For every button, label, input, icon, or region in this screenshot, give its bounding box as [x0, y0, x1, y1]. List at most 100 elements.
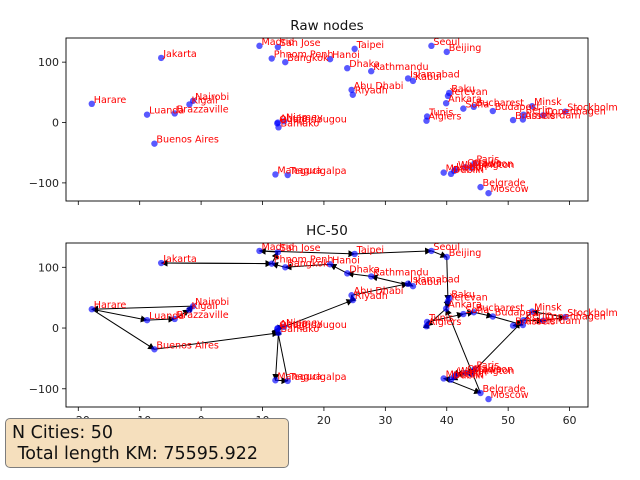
chart-title: HC-50: [306, 223, 348, 239]
city-point: [88, 100, 95, 108]
city-label: Budapest: [495, 307, 541, 318]
city-point: [282, 264, 289, 271]
city-label: Dublin: [453, 165, 484, 176]
city-label: Nairobi: [195, 92, 229, 103]
route-segment: [531, 309, 566, 318]
city-point: [443, 253, 450, 261]
city-point: [470, 103, 477, 111]
city-label: Baku: [451, 289, 475, 300]
city-point: [186, 306, 193, 314]
city-point: [440, 375, 447, 382]
city-point: [489, 107, 497, 115]
city-label: Tunis: [428, 107, 453, 118]
route-segment: [354, 247, 433, 255]
city-label: Ouagadougou: [279, 114, 347, 125]
city-label: Bucharest: [476, 98, 525, 109]
city-point: [468, 164, 475, 171]
city-label: Dhaka: [349, 264, 380, 275]
route-segment: [445, 307, 481, 394]
city-point: [444, 92, 452, 100]
city-label: Niamey: [286, 112, 323, 123]
city-label: Ouagadougou: [279, 320, 347, 331]
route-segment: [444, 256, 452, 303]
city-label: San Jose: [280, 38, 321, 49]
route-segment: [523, 317, 544, 325]
city-label: Algiers: [428, 317, 461, 328]
city-point: [151, 140, 158, 147]
city-label: Islamabad: [410, 275, 460, 286]
city-point: [423, 117, 430, 124]
city-point: [272, 171, 279, 178]
city-point: [268, 260, 275, 267]
city-label: Dhaka: [349, 59, 380, 70]
city-point: [423, 323, 430, 330]
city-point: [489, 313, 497, 320]
city-point: [409, 282, 417, 290]
city-label: Paris: [476, 155, 499, 166]
city-label: Islamabad: [410, 69, 460, 80]
city-point: [519, 116, 527, 123]
x-tick-label: 40: [440, 414, 454, 427]
y-tick-label: −100: [29, 383, 59, 396]
city-label: Amsterdam: [525, 316, 581, 327]
route-segment: [275, 328, 289, 381]
route-segment: [91, 308, 156, 350]
city-label: Managua: [277, 371, 321, 382]
city-point: [404, 75, 412, 82]
city-label: Stockholm: [567, 103, 618, 114]
city-label: Budapest: [495, 102, 541, 113]
city-point: [143, 316, 151, 324]
city-point: [143, 111, 151, 118]
city-point: [274, 248, 282, 256]
x-tick-label: 50: [501, 414, 515, 427]
city-point: [186, 101, 193, 108]
city-label: Taipei: [356, 40, 384, 51]
city-label: Tegucigalpa: [289, 372, 347, 383]
y-tick-label: 100: [38, 56, 59, 69]
city-label: Luanda: [149, 311, 184, 322]
city-point: [477, 183, 484, 191]
y-tick-label: 0: [52, 322, 59, 335]
city-label: Buenos Aires: [156, 135, 218, 146]
city-label: Paris: [476, 360, 499, 371]
city-label: Niamey: [286, 318, 323, 329]
city-label: Kabul: [415, 72, 442, 83]
city-label: Berlin: [526, 311, 554, 322]
city-point: [520, 316, 527, 324]
city-label: Sofia: [465, 100, 489, 111]
city-label: Madrid: [261, 37, 294, 48]
city-label: Harare: [94, 300, 127, 311]
city-label: Taipei: [356, 245, 384, 256]
total-length-text: Total length KM: 75595.922: [12, 444, 259, 464]
city-point: [509, 116, 517, 124]
hc-route-panel: HC-50−1000100−20−100102030405060MadridSa…: [29, 223, 618, 427]
city-label: Abuja: [280, 114, 307, 125]
city-point: [485, 395, 492, 403]
city-point: [528, 103, 536, 110]
route-segment: [426, 311, 465, 323]
city-point: [539, 112, 547, 119]
city-label: Madison: [473, 159, 513, 170]
city-point: [447, 376, 455, 383]
route-segment: [473, 311, 494, 319]
city-point: [284, 171, 291, 179]
city-label: Luanda: [149, 106, 184, 117]
city-label: Yerevan: [449, 87, 488, 98]
city-point: [280, 323, 288, 331]
city-point: [461, 369, 469, 377]
city-label: Minsk: [534, 97, 562, 108]
chart-title: Raw nodes: [290, 18, 363, 34]
x-tick-label: 30: [378, 414, 392, 427]
y-tick-label: 100: [38, 261, 59, 274]
city-label: Hanoi: [332, 255, 360, 266]
city-point: [442, 100, 450, 107]
city-label: Bangkok: [287, 258, 329, 269]
route-segment: [351, 281, 409, 296]
city-label: Kabul: [415, 277, 442, 288]
city-label: Moscow: [446, 164, 484, 175]
city-label: Seoul: [433, 242, 460, 253]
city-point: [562, 313, 569, 321]
city-label: Algiers: [428, 112, 461, 123]
